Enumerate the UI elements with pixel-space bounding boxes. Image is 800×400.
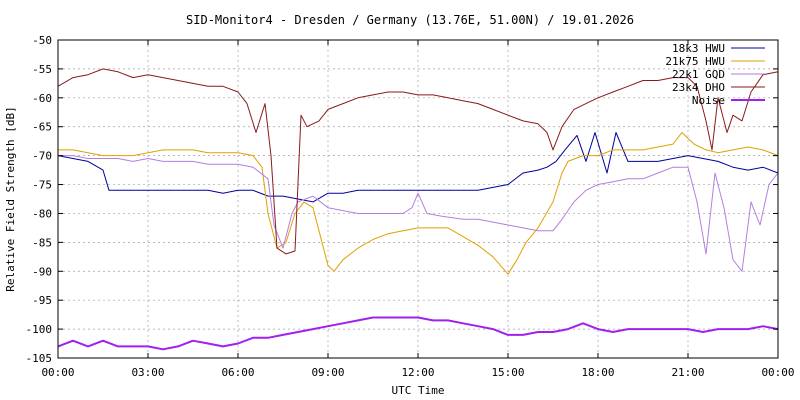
y-tick-label: -55 xyxy=(32,63,52,76)
series-lines xyxy=(57,68,779,351)
legend-label: Noise xyxy=(692,94,725,107)
x-tick-label: 06:00 xyxy=(221,366,254,379)
chart-title: SID-Monitor4 - Dresden / Germany (13.76E… xyxy=(186,13,634,27)
x-axis-label: UTC Time xyxy=(392,384,445,397)
series-line-21k75-hwu xyxy=(58,132,779,275)
tick-labels: -50-55-60-65-70-75-80-85-90-95-100-10500… xyxy=(26,34,795,379)
y-tick-label: -70 xyxy=(32,150,52,163)
x-tick-label: 09:00 xyxy=(311,366,344,379)
y-axis-label: Relative Field Strength [dB] xyxy=(4,106,17,291)
y-tick-label: -65 xyxy=(32,121,52,134)
y-tick-label: -80 xyxy=(32,207,52,220)
series-line-22k1-gqd xyxy=(58,155,779,272)
series-line-18k3-hwu xyxy=(57,132,779,203)
x-tick-label: 15:00 xyxy=(491,366,524,379)
legend-label: 23k4 DHO xyxy=(672,81,725,94)
y-tick-label: -85 xyxy=(32,236,52,249)
y-tick-label: -100 xyxy=(26,323,53,336)
x-tick-label: 21:00 xyxy=(671,366,704,379)
x-tick-label: 18:00 xyxy=(581,366,614,379)
x-tick-label: 03:00 xyxy=(131,366,164,379)
y-tick-label: -105 xyxy=(26,352,53,365)
legend-label: 21k75 HWU xyxy=(665,55,725,68)
legend-label: 18k3 HWU xyxy=(672,42,725,55)
x-tick-label: 00:00 xyxy=(41,366,74,379)
legend-label: 22k1 GQD xyxy=(672,68,725,81)
y-tick-label: -75 xyxy=(32,179,52,192)
x-tick-label: 00:00 xyxy=(761,366,794,379)
y-tick-label: -95 xyxy=(32,294,52,307)
series-line-noise xyxy=(57,316,779,351)
grid xyxy=(58,40,778,358)
y-tick-label: -50 xyxy=(32,34,52,47)
y-tick-label: -90 xyxy=(32,265,52,278)
x-tick-label: 12:00 xyxy=(401,366,434,379)
y-tick-label: -60 xyxy=(32,92,52,105)
series-line-23k4-dho xyxy=(57,68,779,255)
